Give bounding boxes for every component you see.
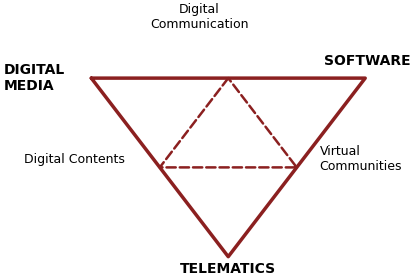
Text: TELEMATICS: TELEMATICS: [180, 262, 276, 276]
Text: DIGITAL
MEDIA: DIGITAL MEDIA: [4, 63, 66, 93]
Text: Digital Contents: Digital Contents: [24, 153, 124, 165]
Text: SOFTWARE: SOFTWARE: [324, 54, 411, 68]
Text: Virtual
Communities: Virtual Communities: [320, 145, 402, 173]
Text: Digital
Communication: Digital Communication: [150, 3, 249, 31]
